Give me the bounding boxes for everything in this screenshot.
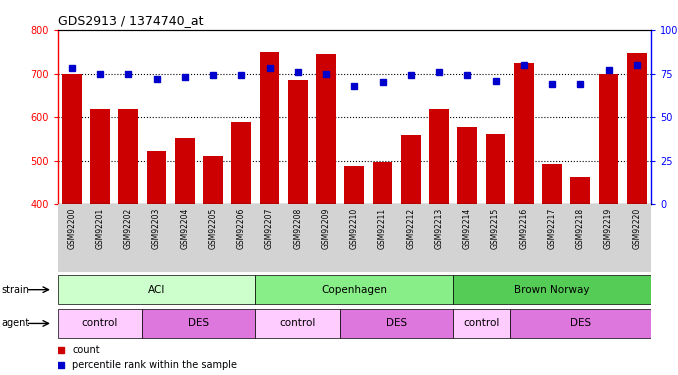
Text: GSM92217: GSM92217 xyxy=(548,208,557,249)
Bar xyxy=(458,127,477,204)
Bar xyxy=(58,204,86,272)
Text: DES: DES xyxy=(570,318,591,328)
Bar xyxy=(401,135,420,204)
Text: strain: strain xyxy=(1,285,29,295)
Text: GSM92207: GSM92207 xyxy=(265,208,274,249)
Text: GSM92210: GSM92210 xyxy=(350,208,359,249)
Bar xyxy=(485,134,505,204)
Text: count: count xyxy=(73,345,100,355)
Text: GSM92205: GSM92205 xyxy=(209,208,218,249)
Text: GSM92212: GSM92212 xyxy=(406,208,415,249)
Bar xyxy=(58,309,142,338)
Bar xyxy=(62,74,81,204)
Bar xyxy=(260,52,279,204)
Bar xyxy=(510,204,538,272)
Bar xyxy=(566,204,595,272)
Bar xyxy=(256,204,283,272)
Bar xyxy=(514,63,534,204)
Bar xyxy=(256,275,453,304)
Bar xyxy=(119,110,138,204)
Bar xyxy=(58,275,256,304)
Bar xyxy=(231,122,251,204)
Text: GSM92208: GSM92208 xyxy=(294,208,302,249)
Bar xyxy=(397,204,425,272)
Bar xyxy=(453,204,481,272)
Bar xyxy=(256,309,340,338)
Bar xyxy=(373,162,393,204)
Bar xyxy=(453,309,510,338)
Bar xyxy=(542,164,562,204)
Bar xyxy=(142,309,256,338)
Text: GSM92213: GSM92213 xyxy=(435,208,443,249)
Bar xyxy=(340,204,368,272)
Text: GSM92215: GSM92215 xyxy=(491,208,500,249)
Text: GSM92214: GSM92214 xyxy=(463,208,472,249)
Text: GSM92204: GSM92204 xyxy=(180,208,189,249)
Bar xyxy=(570,177,590,204)
Text: GSM92206: GSM92206 xyxy=(237,208,245,249)
Text: control: control xyxy=(279,318,316,328)
Text: GSM92201: GSM92201 xyxy=(96,208,104,249)
Bar xyxy=(288,80,308,204)
Text: GSM92211: GSM92211 xyxy=(378,208,387,249)
Text: DES: DES xyxy=(386,318,407,328)
Text: DES: DES xyxy=(188,318,210,328)
Bar xyxy=(227,204,256,272)
Bar xyxy=(453,275,651,304)
Text: control: control xyxy=(82,318,118,328)
Bar xyxy=(283,204,312,272)
Bar xyxy=(368,204,397,272)
Text: GSM92219: GSM92219 xyxy=(604,208,613,249)
Text: ACI: ACI xyxy=(148,285,165,295)
Bar xyxy=(199,204,227,272)
Bar xyxy=(622,204,651,272)
Text: GSM92216: GSM92216 xyxy=(519,208,528,249)
Bar xyxy=(340,309,453,338)
Text: GSM92200: GSM92200 xyxy=(67,208,76,249)
Text: agent: agent xyxy=(1,318,30,328)
Text: GSM92202: GSM92202 xyxy=(124,208,133,249)
Bar xyxy=(316,54,336,204)
Text: Copenhagen: Copenhagen xyxy=(321,285,387,295)
Bar xyxy=(510,309,651,338)
Text: Brown Norway: Brown Norway xyxy=(514,285,590,295)
Bar xyxy=(481,204,510,272)
Text: GSM92218: GSM92218 xyxy=(576,208,584,249)
Bar xyxy=(90,110,110,204)
Bar xyxy=(175,138,195,204)
Bar xyxy=(599,75,618,204)
Bar xyxy=(171,204,199,272)
Bar xyxy=(86,204,114,272)
Bar xyxy=(429,110,449,204)
Text: GSM92220: GSM92220 xyxy=(633,208,641,249)
Text: GSM92209: GSM92209 xyxy=(321,208,330,249)
Bar xyxy=(595,204,622,272)
Bar xyxy=(146,151,166,204)
Text: GDS2913 / 1374740_at: GDS2913 / 1374740_at xyxy=(58,15,203,27)
Bar xyxy=(114,204,142,272)
Bar xyxy=(142,204,171,272)
Text: percentile rank within the sample: percentile rank within the sample xyxy=(73,360,237,370)
Bar xyxy=(627,53,647,204)
Text: GSM92203: GSM92203 xyxy=(152,208,161,249)
Bar xyxy=(425,204,453,272)
Bar xyxy=(203,156,223,204)
Bar xyxy=(344,166,364,204)
Bar xyxy=(538,204,566,272)
Bar xyxy=(312,204,340,272)
Text: control: control xyxy=(463,318,500,328)
